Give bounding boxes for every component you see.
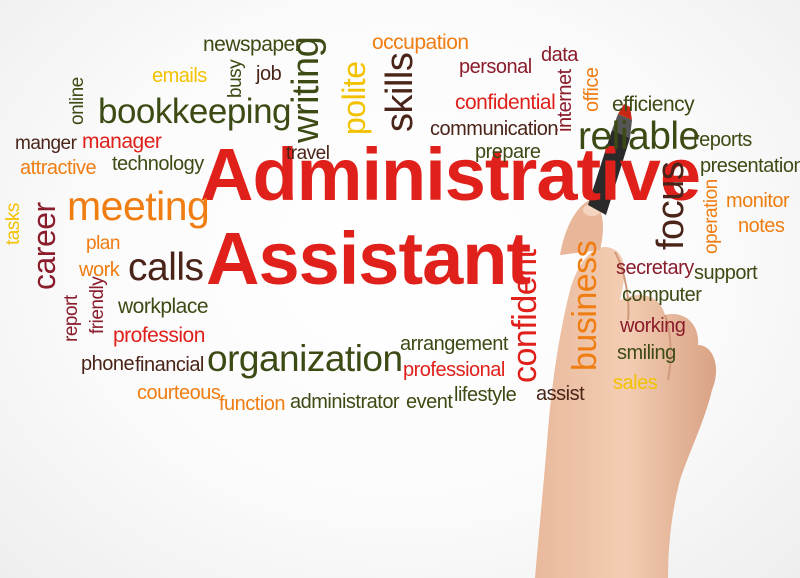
word-prepare: prepare bbox=[475, 141, 541, 163]
word-computer: computer bbox=[622, 284, 702, 306]
word-meeting: meeting bbox=[67, 183, 210, 229]
word-confident: confident bbox=[506, 249, 544, 384]
word-data: data bbox=[541, 44, 578, 66]
word-occupation: occupation bbox=[372, 31, 469, 54]
word-business: business bbox=[566, 240, 604, 371]
word-career: career bbox=[26, 202, 62, 290]
title-line-1: Administrative bbox=[200, 133, 701, 216]
word-monitor: monitor bbox=[726, 190, 790, 212]
word-personal: personal bbox=[459, 56, 532, 78]
word-administrator: administrator bbox=[290, 391, 400, 413]
word-writing: writing bbox=[285, 36, 327, 143]
word-communication: communication bbox=[430, 118, 559, 140]
word-support: support bbox=[694, 262, 758, 284]
word-plan: plan bbox=[86, 233, 120, 254]
word-polite: polite bbox=[336, 61, 372, 136]
word-manger: manger bbox=[15, 133, 77, 154]
word-skills: skills bbox=[379, 52, 421, 132]
word-confidential: confidential bbox=[455, 91, 556, 114]
word-reports: reports bbox=[693, 129, 752, 151]
word-technology: technology bbox=[112, 153, 204, 175]
word-presentation: presentation bbox=[700, 155, 800, 177]
word-newspaper: newspaper bbox=[203, 33, 302, 56]
word-work: work bbox=[79, 259, 120, 281]
word-smiling: smiling bbox=[617, 342, 676, 364]
word-attractive: attractive bbox=[20, 157, 97, 179]
word-efficiency: efficiency bbox=[612, 93, 695, 116]
word-focus: focus bbox=[650, 161, 692, 250]
word-job: job bbox=[256, 63, 282, 85]
word-busy: busy bbox=[225, 59, 246, 98]
word-operation: operation bbox=[701, 179, 722, 254]
word-manager: manager bbox=[82, 130, 162, 153]
word-reliable: reliable bbox=[578, 115, 700, 158]
word-phone: phone bbox=[81, 353, 135, 375]
word-online: online bbox=[67, 77, 88, 125]
word-friendly: friendly bbox=[87, 276, 108, 334]
word-report: report bbox=[61, 295, 82, 342]
word-emails: emails bbox=[152, 65, 207, 87]
word-sales: sales bbox=[613, 372, 658, 394]
word-financial: financial bbox=[135, 354, 204, 376]
word-notes: notes bbox=[738, 215, 785, 237]
word-working: working bbox=[620, 315, 686, 337]
word-arrangement: arrangement bbox=[400, 333, 508, 355]
word-organization: organization bbox=[207, 338, 403, 379]
word-professional: professional bbox=[403, 359, 505, 381]
word-internet: internet bbox=[554, 69, 576, 132]
word-event: event bbox=[406, 391, 453, 413]
word-office: office bbox=[581, 67, 603, 112]
word-workplace: workplace bbox=[118, 295, 209, 318]
word-lifestyle: lifestyle bbox=[454, 384, 517, 406]
word-tasks: tasks bbox=[3, 203, 24, 245]
word-bookkeeping: bookkeeping bbox=[98, 92, 292, 131]
word-secretary: secretary bbox=[616, 257, 694, 279]
title-line-2: Assistant bbox=[206, 217, 531, 300]
word-assist: assist bbox=[536, 383, 585, 405]
word-function: function bbox=[219, 393, 286, 415]
word-travel: travel bbox=[286, 143, 330, 164]
word-courteous: courteous bbox=[137, 382, 221, 404]
word-calls: calls bbox=[128, 246, 204, 289]
word-profession: profession bbox=[113, 324, 205, 347]
